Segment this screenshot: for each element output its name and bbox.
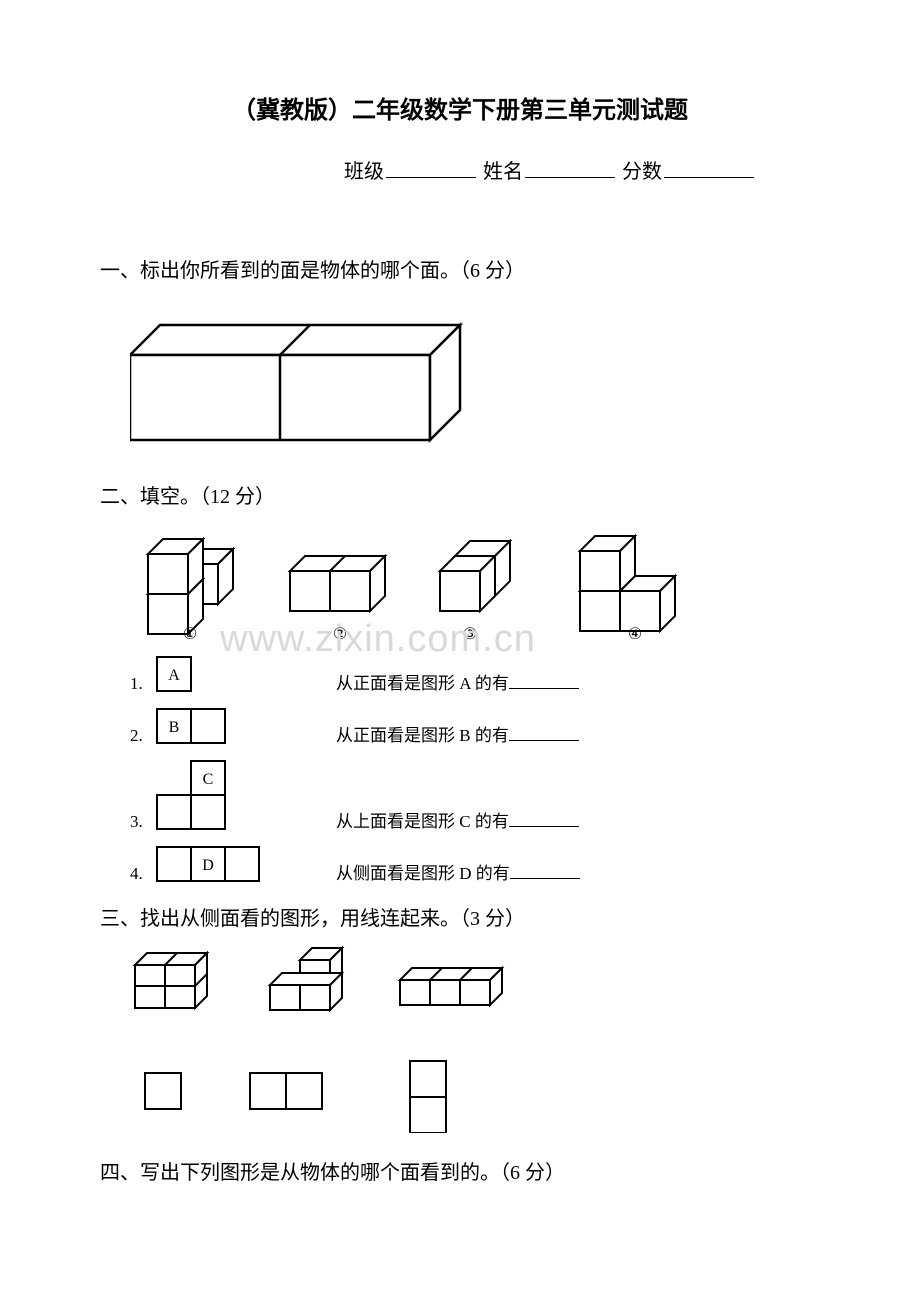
q2-num-3: 3.	[130, 812, 156, 832]
exam-page: www.zixin.com.cn （冀教版）二年级数学下册第三单元测试题 班级 …	[0, 0, 920, 1257]
q2-text-1: 从正面看是图形 A 的有	[336, 669, 579, 694]
q2-text-3: 从上面看是图形 C 的有	[336, 807, 579, 832]
q2-shape-C: C	[156, 760, 336, 832]
label-score: 分数	[622, 161, 662, 183]
blank-class	[386, 158, 476, 178]
q2-shape-A: A	[156, 656, 336, 694]
q2-label-4: ④	[628, 626, 642, 641]
q2-shape-B: B	[156, 708, 336, 746]
svg-text:B: B	[169, 719, 180, 736]
q2-label-2: ②	[333, 626, 347, 641]
label-name: 姓名	[483, 161, 523, 183]
q2-num-2: 2.	[130, 726, 156, 746]
q2-num-4: 4.	[130, 864, 156, 884]
q2-cubes-svg: ① ② ③ ④	[130, 521, 730, 641]
q2-title: 二、填空。（12 分）	[100, 480, 820, 509]
svg-text:D: D	[202, 857, 214, 874]
svg-text:C: C	[203, 771, 214, 788]
exam-title: （冀教版）二年级数学下册第三单元测试题	[100, 90, 820, 125]
q2-label-3: ③	[463, 626, 477, 641]
q3-svg	[130, 943, 530, 1133]
q2-item-1: 1. A 从正面看是图形 A 的有	[130, 656, 820, 694]
q2-item-3: 3. C 从上面看是图形 C 的有	[130, 760, 820, 832]
header-fields: 班级 姓名 分数	[100, 155, 820, 184]
q3-figure	[130, 943, 820, 1138]
q2-item-4: 4. D 从侧面看是图形 D 的有	[130, 846, 820, 884]
svg-text:A: A	[168, 667, 180, 684]
q2-text-2: 从正面看是图形 B 的有	[336, 721, 579, 746]
q1-figure	[130, 295, 820, 450]
q2-cubes-row: ① ② ③ ④	[130, 521, 820, 646]
q2-item-2: 2. B 从正面看是图形 B 的有	[130, 708, 820, 746]
q2-list: 1. A 从正面看是图形 A 的有 2. B 从正面看是图形 B 的有 3. C	[130, 656, 820, 884]
q2-label-1: ①	[183, 626, 197, 641]
blank-score	[664, 158, 754, 178]
blank-name	[525, 158, 615, 178]
q2-num-1: 1.	[130, 674, 156, 694]
q3-title: 三、找出从侧面看的图形，用线连起来。（3 分）	[100, 902, 820, 931]
q4-title: 四、写出下列图形是从物体的哪个面看到的。（6 分）	[100, 1156, 820, 1185]
q1-title: 一、标出你所看到的面是物体的哪个面。（6 分）	[100, 254, 820, 283]
label-class: 班级	[344, 161, 384, 183]
q1-cuboid	[130, 295, 490, 445]
q2-text-4: 从侧面看是图形 D 的有	[336, 859, 580, 884]
q2-shape-D: D	[156, 846, 336, 884]
